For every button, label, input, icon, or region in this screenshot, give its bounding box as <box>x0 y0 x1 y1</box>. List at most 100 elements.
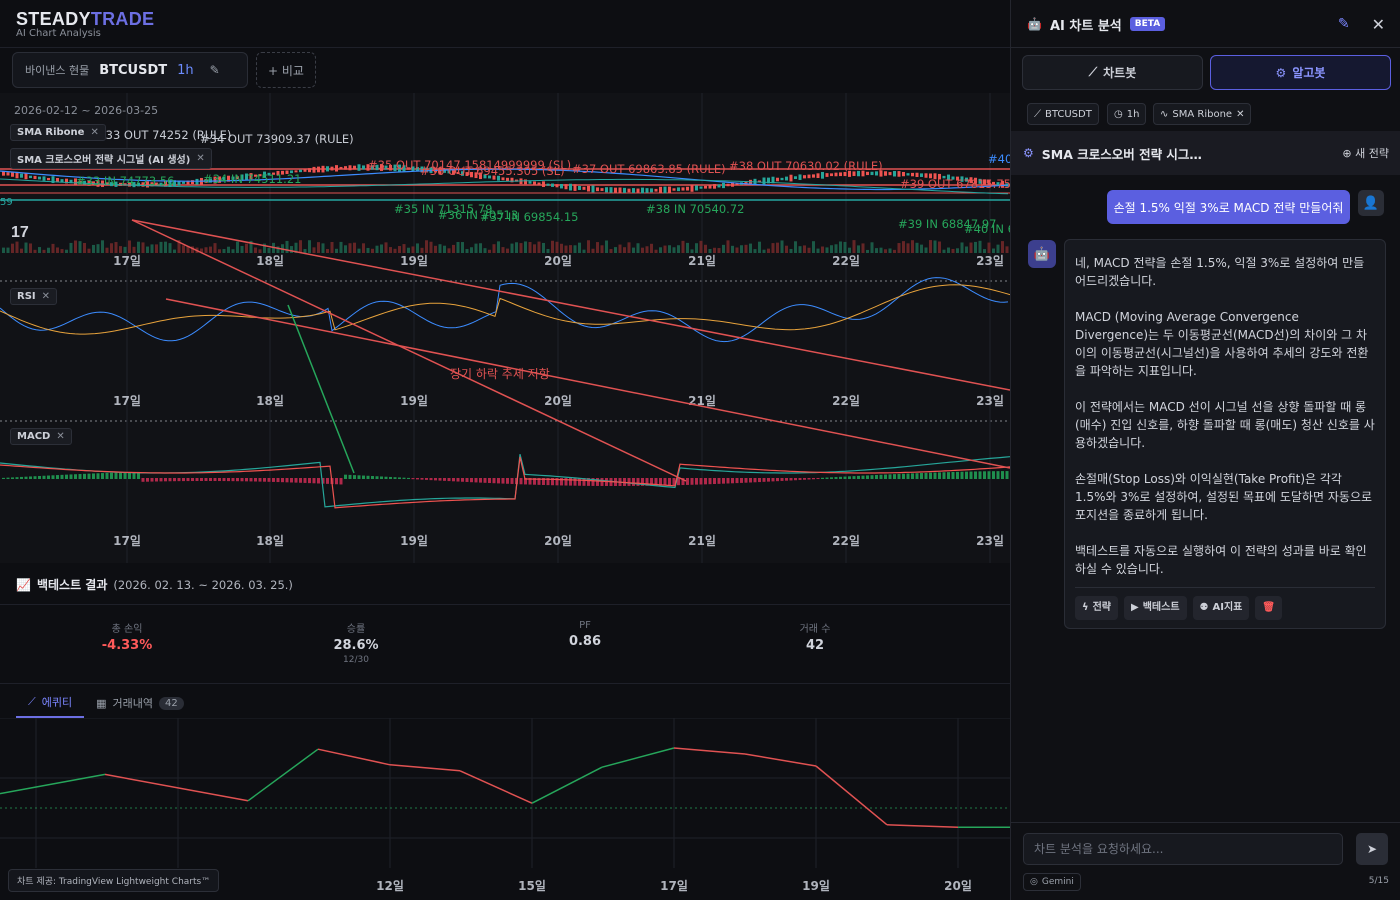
volume-bar <box>29 243 32 253</box>
trendline <box>131 219 687 482</box>
volume-bar <box>798 246 802 253</box>
volume-bar <box>956 248 959 253</box>
equity-segment <box>815 765 888 826</box>
trade-label: #36 OUT 69455.305 (SL) <box>420 164 565 178</box>
chat-input[interactable] <box>1023 833 1343 865</box>
macd-histogram <box>938 472 941 479</box>
new-strategy-button[interactable]: ⊕ 새 전략 <box>1342 147 1389 160</box>
macd-histogram <box>897 473 901 479</box>
chart-line-icon: ⟋ <box>28 695 36 708</box>
compare-button[interactable]: + 비교 <box>256 52 316 88</box>
close-icon[interactable]: ✕ <box>41 291 51 302</box>
timeframe-label[interactable]: 1h <box>177 62 194 78</box>
macd-histogram <box>987 471 991 479</box>
volume-bar <box>326 249 329 253</box>
tab-trades-label: 거래내역 <box>112 697 153 710</box>
stat-2: PF 0.86 <box>515 620 655 649</box>
volume-bar <box>155 244 158 253</box>
x-tick-label: 20일 <box>544 394 572 408</box>
candle <box>65 178 68 184</box>
volume-bar <box>110 243 113 253</box>
chart-canvas[interactable]: 17일 18일 19일 20일 21일 22일 23일 17일 18일 19일 20일 21일 22일 2… <box>0 93 1010 563</box>
candle <box>911 172 914 177</box>
stat-sub: 12/30 <box>343 655 369 665</box>
macd-histogram <box>290 478 293 483</box>
volume-bar <box>465 249 469 253</box>
legend-macd[interactable]: MACD ✕ <box>10 428 72 445</box>
candle <box>357 164 361 171</box>
mode-algobot-label: 알고봇 <box>1292 66 1326 80</box>
candle <box>812 174 815 178</box>
volume-bar <box>695 243 698 253</box>
macd-histogram <box>870 475 874 479</box>
equity-chart[interactable]: 12일 15일 17일 19일 20일 <box>0 718 1010 900</box>
tab-trades[interactable]: ▦ 거래내역 42 <box>84 688 196 718</box>
strategy-name[interactable]: SMA 크로스오버 전략 시그… <box>1041 146 1202 162</box>
candle <box>137 182 140 187</box>
x-tick-label: 18일 <box>256 254 284 268</box>
volume-bar <box>542 242 545 253</box>
x-tick-label: 12일 <box>376 879 404 893</box>
macd-histogram <box>654 478 658 486</box>
candle <box>438 167 442 175</box>
candle <box>420 166 424 173</box>
x-tick-label: 17일 <box>113 394 141 408</box>
chip-timeframe[interactable]: ◷ 1h <box>1107 103 1147 125</box>
ai-indicator-action-button[interactable]: ⚉ AI지표 <box>1192 596 1250 620</box>
macd-histogram <box>497 478 500 484</box>
symbol-selector[interactable]: 바이낸스 현물 BTCUSDT 1h ✎ <box>12 52 248 88</box>
macd-histogram <box>681 478 685 486</box>
close-icon[interactable]: ✕ <box>1236 108 1245 120</box>
candle <box>501 177 505 181</box>
legend-signal[interactable]: SMA 크로스오버 전략 시그널 (AI 생성) ✕ <box>10 148 212 169</box>
candle <box>222 176 226 182</box>
close-icon[interactable]: ✕ <box>1371 14 1385 34</box>
model-chip[interactable]: ◎ Gemini <box>1023 873 1081 891</box>
strategy-action-label: 전략 <box>1092 602 1112 613</box>
macd-histogram <box>672 478 676 486</box>
volume-bar <box>515 242 518 253</box>
chip-symbol[interactable]: ⟋ BTCUSDT <box>1027 103 1099 125</box>
strategy-action-button[interactable]: ϟ 전략 <box>1075 596 1119 620</box>
edit-icon[interactable]: ✎ <box>209 63 220 77</box>
candle <box>411 166 415 172</box>
volume-bar <box>330 242 334 253</box>
bot-message-text: 네, MACD 전략을 손절 1.5%, 익절 3%로 설정하여 만들어드리겠습… <box>1075 254 1375 578</box>
close-icon[interactable]: ✕ <box>56 431 65 442</box>
legend-signal-label: SMA 크로스오버 전략 시그널 (AI 생성) <box>17 155 191 166</box>
candle <box>384 165 388 170</box>
send-button[interactable]: ➤ <box>1356 833 1388 865</box>
volume-bar <box>875 248 878 253</box>
macd-histogram <box>177 478 181 482</box>
close-icon[interactable]: ✕ <box>90 127 99 138</box>
candle <box>456 171 460 175</box>
close-icon[interactable]: ✕ <box>196 153 205 164</box>
volume-bar <box>551 240 554 253</box>
candle <box>294 170 298 173</box>
legend-sma[interactable]: SMA Ribone ✕ <box>10 124 106 141</box>
mode-chartbot-button[interactable]: ⟋ 차트봇 <box>1022 55 1203 90</box>
macd-histogram <box>785 478 788 481</box>
candle <box>227 175 230 182</box>
x-tick-label: 19일 <box>400 394 428 408</box>
tab-equity[interactable]: ⟋ 에퀴티 <box>16 688 85 718</box>
candle <box>569 183 572 191</box>
legend-rsi[interactable]: RSI ✕ <box>10 288 58 305</box>
volume-bar <box>915 242 919 253</box>
pencil-icon[interactable]: ✎ <box>1337 16 1350 32</box>
delete-button[interactable]: 🗑 <box>1255 596 1283 620</box>
candle <box>141 182 145 187</box>
candle <box>483 174 487 179</box>
candle <box>537 182 541 185</box>
bot-actions: ϟ 전략 ▶ 백테스트 ⚉ AI지표 🗑 <box>1075 587 1375 620</box>
candle <box>731 182 734 187</box>
chart-credit[interactable]: 차트 제공: TradingView Lightweight Charts™ <box>8 869 220 892</box>
candle <box>447 170 451 174</box>
volume-bar <box>947 247 950 253</box>
price-chart[interactable]: 17일 18일 19일 20일 21일 22일 23일 17일 18일 19일 20일 21일 22일 2… <box>0 93 1010 563</box>
mode-algobot-button[interactable]: ⚙ 알고봇 <box>1210 55 1391 90</box>
backtest-action-button[interactable]: ▶ 백테스트 <box>1124 596 1187 620</box>
chip-indicator[interactable]: ∿ SMA Ribone ✕ <box>1153 103 1252 125</box>
macd-histogram <box>969 471 973 479</box>
x-tick-label: 18일 <box>256 394 284 408</box>
